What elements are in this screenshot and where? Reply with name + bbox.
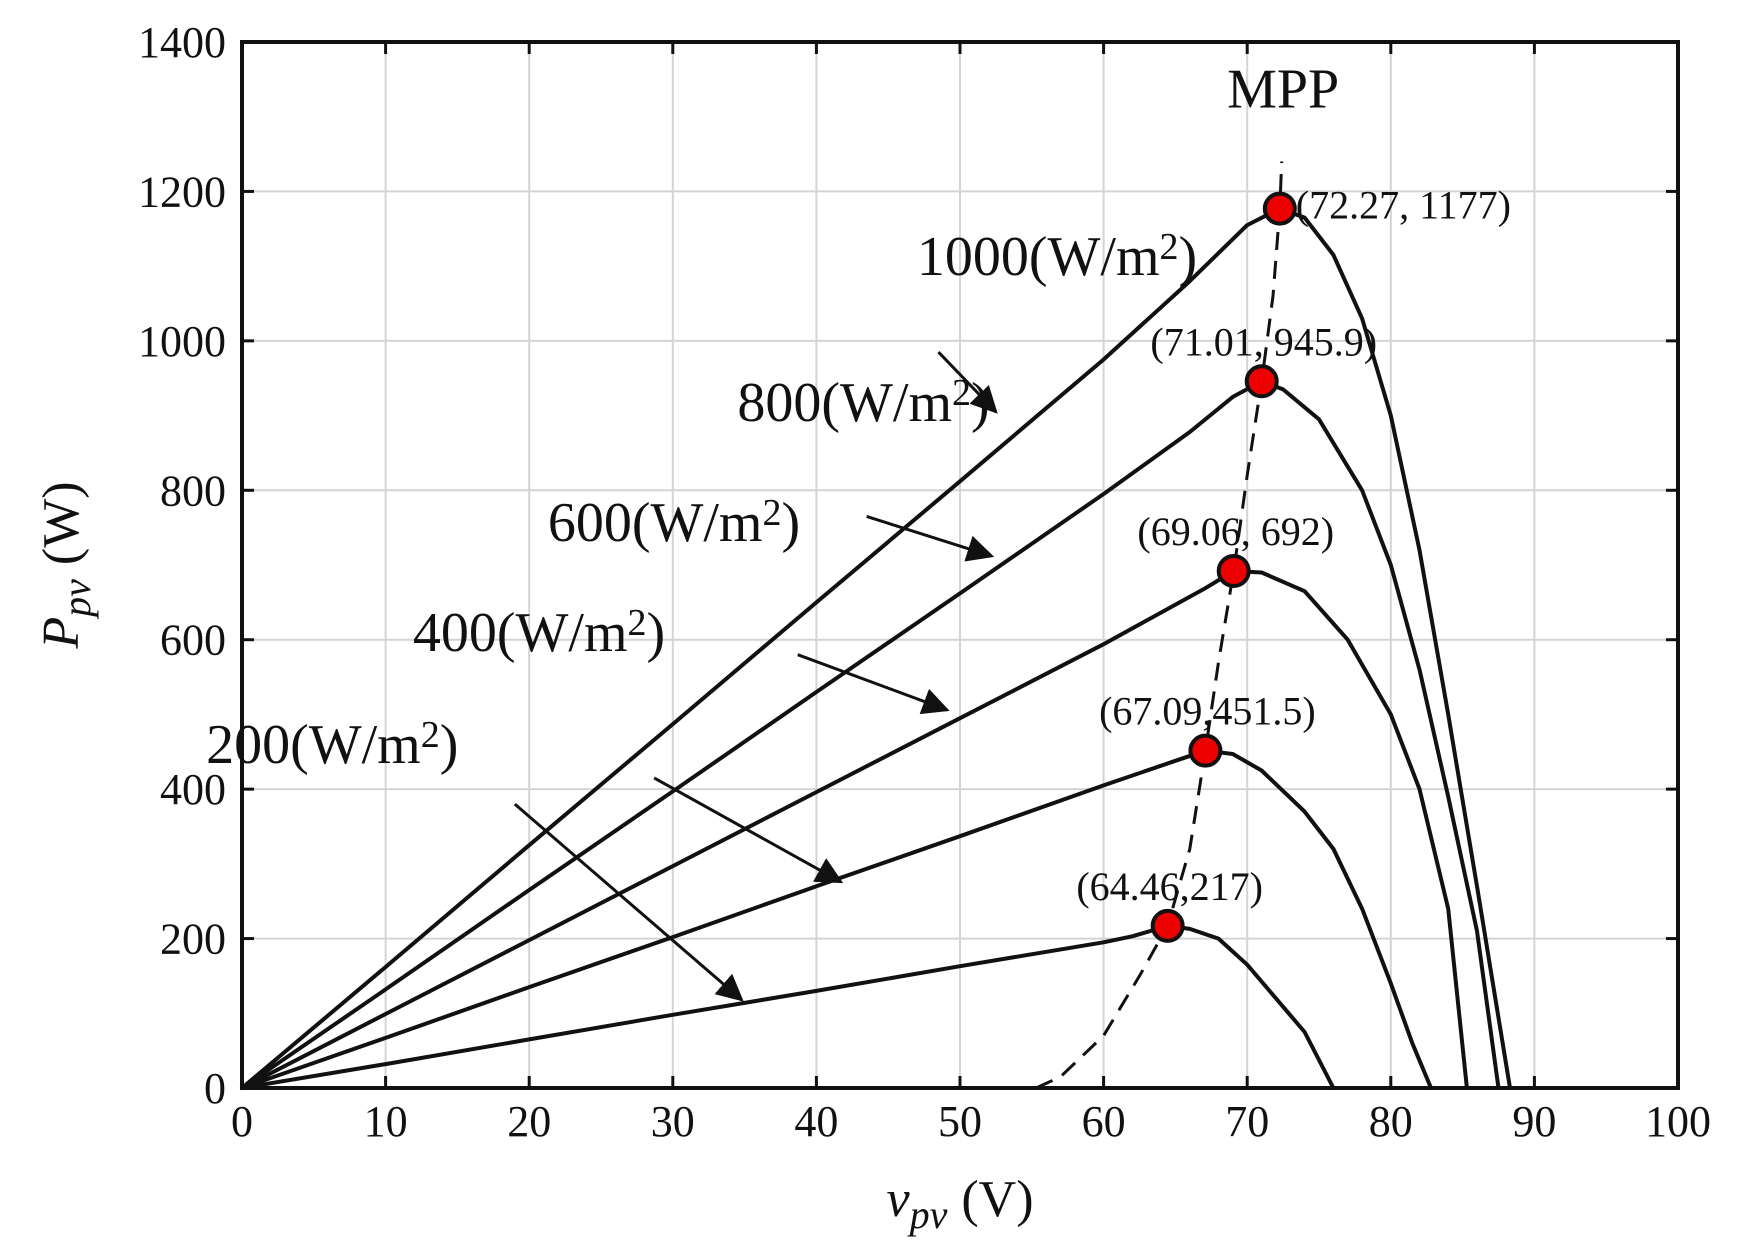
x-axis-label-unit: (V): [961, 1171, 1033, 1228]
pv-curve-200(W/m2): [240, 923, 1336, 1090]
irradiance-label-text: 200(W/m: [206, 714, 421, 776]
y-axis-label-unit: (W): [33, 481, 90, 565]
mpp-markers: [1150, 191, 1297, 943]
irradiance-arrow: [653, 776, 844, 884]
y-tick-label: 1200: [138, 167, 226, 216]
y-tick-label: 200: [160, 915, 226, 964]
mpp-marker: [1150, 908, 1185, 943]
y-tick-label: 800: [160, 466, 226, 515]
grid: [242, 42, 1678, 1088]
irradiance-arrow: [513, 802, 744, 1002]
x-tick-label: 40: [794, 1097, 838, 1146]
irradiance-label: 400(W/m2): [413, 602, 665, 664]
y-tick-label: 400: [160, 765, 226, 814]
y-axis-label-main: P: [33, 617, 90, 650]
pv-curve-400(W/m2): [240, 748, 1433, 1090]
mpp-trace-label: MPP: [1227, 59, 1339, 121]
y-axis-label: Ppv (W): [33, 481, 99, 649]
irradiance-arrow: [937, 351, 998, 414]
irradiance-label-text: 600(W/m: [548, 492, 763, 554]
x-tick-label: 70: [1225, 1097, 1269, 1146]
curve-labels: (72.27, 1177) (71.01, 945.9) (69.06, 692) (…: [206, 183, 1511, 1002]
x-tick-label: 100: [1645, 1097, 1711, 1146]
irradiance-label-superscript: 2: [421, 714, 440, 756]
mpp-marker: [1262, 191, 1297, 226]
x-tick-label: 10: [364, 1097, 408, 1146]
irradiance-label-text: 1000(W/m: [917, 226, 1160, 288]
irradiance-label-close: ): [440, 714, 459, 776]
mpp-coordinate-label: (67.09,451.5): [1099, 689, 1316, 734]
irradiance-label-text: 800(W/m: [737, 372, 952, 434]
irradiance-label-superscript: 2: [952, 372, 971, 414]
pv-curve-1000(W/m2): [240, 206, 1512, 1090]
axis-ticks: 0 10 20 30 40 50 60 70 80 90 100020040060080010001…: [138, 18, 1711, 1146]
mpp-coordinate-label: (69.06, 692): [1137, 509, 1334, 554]
irradiance-arrow: [797, 653, 950, 715]
irradiance-label-close: ): [971, 372, 990, 434]
irradiance-label-close: ): [1179, 226, 1198, 288]
x-tick-label: 60: [1082, 1097, 1126, 1146]
x-axis-label-main: v: [886, 1171, 910, 1228]
mpp-trace-line: [1035, 161, 1284, 1090]
x-axis-label-sub: pv: [907, 1192, 948, 1237]
mpp-marker: [1188, 733, 1223, 768]
x-axis-label: vpv (V): [886, 1171, 1033, 1237]
x-tick-label: 30: [651, 1097, 695, 1146]
mpp-coordinate-label: (64.46,217): [1076, 864, 1263, 909]
x-tick-label: 80: [1369, 1097, 1413, 1146]
x-tick-label: 20: [507, 1097, 551, 1146]
y-tick-label: 1000: [138, 317, 226, 366]
irradiance-label: 800(W/m2): [737, 372, 989, 434]
irradiance-label-superscript: 2: [628, 602, 647, 644]
irradiance-label: 600(W/m2): [548, 492, 800, 554]
irradiance-label: 1000(W/m2): [917, 226, 1197, 288]
mpp-marker: [1216, 553, 1251, 588]
irradiance-label-superscript: 2: [1160, 226, 1179, 268]
y-tick-label: 600: [160, 616, 226, 665]
pv-curve-600(W/m2): [240, 569, 1469, 1090]
irradiance-arrow: [866, 515, 995, 562]
y-tick-label: 1400: [138, 18, 226, 67]
irradiance-label-text: 400(W/m: [413, 602, 628, 664]
y-axis-label-sub: pv: [54, 579, 99, 620]
mpp-coordinate-label: (71.01, 945.9): [1150, 319, 1377, 364]
x-tick-label: 50: [938, 1097, 982, 1146]
irradiance-label-superscript: 2: [762, 492, 781, 534]
mpp-marker: [1244, 364, 1279, 399]
y-tick-label: 0: [204, 1064, 226, 1113]
irradiance-label-close: ): [647, 602, 666, 664]
mpp-coordinate-label: (72.27, 1177): [1296, 183, 1511, 228]
irradiance-label-close: ): [781, 492, 800, 554]
x-tick-label: 0: [231, 1097, 253, 1146]
x-tick-label: 90: [1512, 1097, 1556, 1146]
